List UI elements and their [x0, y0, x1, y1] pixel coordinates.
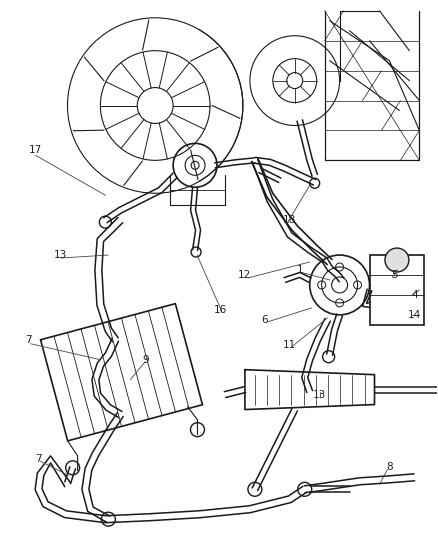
Circle shape	[66, 461, 80, 475]
Circle shape	[298, 482, 312, 496]
Text: 1: 1	[297, 265, 303, 275]
Circle shape	[191, 423, 205, 437]
Bar	[370, 255, 424, 325]
Text: 6: 6	[261, 315, 268, 325]
Text: 11: 11	[283, 340, 297, 350]
Text: 18: 18	[283, 215, 297, 225]
Circle shape	[191, 247, 201, 257]
Text: 13: 13	[313, 390, 326, 400]
Text: 12: 12	[238, 270, 251, 280]
Text: 7: 7	[35, 455, 42, 464]
Circle shape	[323, 351, 335, 362]
Text: 14: 14	[408, 310, 421, 320]
Circle shape	[248, 482, 262, 496]
Text: 13: 13	[54, 250, 67, 260]
Text: 17: 17	[29, 146, 42, 155]
Text: 16: 16	[213, 305, 226, 315]
Text: 8: 8	[386, 462, 393, 472]
Text: 5: 5	[391, 270, 398, 280]
Text: 9: 9	[142, 354, 148, 365]
Circle shape	[99, 216, 111, 228]
Circle shape	[101, 512, 115, 526]
Text: 7: 7	[25, 335, 32, 345]
Text: 4: 4	[411, 290, 418, 300]
Circle shape	[385, 248, 409, 272]
Circle shape	[310, 178, 320, 188]
